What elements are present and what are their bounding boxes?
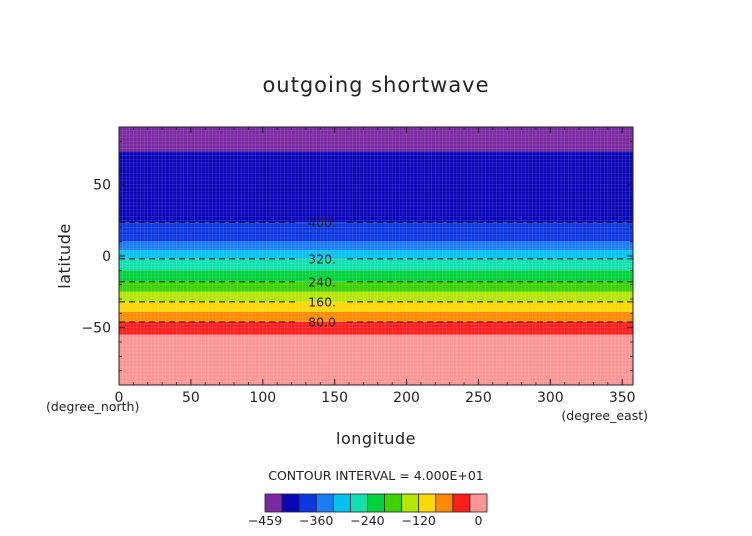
contour-lines: 400. 320. 240. 160. 80.0 bbox=[119, 215, 633, 329]
x-tick-label: 200 bbox=[393, 390, 420, 406]
colorbar-swatch bbox=[315, 493, 334, 513]
contour-label: 240. bbox=[308, 274, 336, 289]
colorbar-tick-label: −459 bbox=[248, 513, 282, 528]
x-tick-label: 100 bbox=[249, 390, 276, 406]
heatmap-band bbox=[119, 334, 633, 385]
colorbar-swatch bbox=[281, 493, 300, 513]
heatmap-band bbox=[119, 250, 633, 259]
colorbar-tick-label: −240 bbox=[350, 513, 384, 528]
colorbar: −459 −360 −240 −120 0 bbox=[248, 493, 488, 528]
x-tick-label: 300 bbox=[537, 390, 564, 406]
colorbar-tick-label: −120 bbox=[402, 513, 436, 528]
colorbar-swatch bbox=[384, 493, 403, 513]
colorbar-swatch bbox=[367, 493, 385, 513]
colorbar-swatch bbox=[298, 493, 317, 513]
colorbar-swatch bbox=[435, 493, 454, 513]
y-tick-label: 50 bbox=[93, 177, 111, 193]
y-tick-label: 0 bbox=[102, 249, 111, 265]
contour-label: 320. bbox=[308, 251, 336, 266]
contour-interval-text: CONTOUR INTERVAL = 4.000E+01 bbox=[268, 468, 484, 483]
contour-label: 80.0 bbox=[308, 314, 336, 329]
colorbar-swatch bbox=[264, 493, 283, 513]
heatmap-band bbox=[119, 151, 633, 223]
x-tick-label: 0 bbox=[115, 390, 124, 406]
chart-title: outgoing shortwave bbox=[262, 73, 489, 97]
y-unit-label: (degree_north) bbox=[46, 399, 139, 414]
x-tick-label: 50 bbox=[182, 390, 200, 406]
y-axis-label: latitude bbox=[55, 223, 74, 288]
heatmap-band bbox=[119, 301, 633, 312]
colorbar-swatch bbox=[418, 493, 437, 513]
heatmap-band bbox=[119, 311, 633, 322]
colorbar-swatch bbox=[469, 493, 488, 513]
colorbar-tick-label: 0 bbox=[474, 513, 482, 528]
heatmap-band bbox=[119, 241, 633, 251]
colorbar-swatch bbox=[452, 493, 471, 513]
colorbar-swatch bbox=[332, 493, 351, 513]
x-tick-label: 150 bbox=[321, 390, 348, 406]
heatmap-band bbox=[119, 270, 633, 282]
x-axis: 0 50 100 150 200 250 300 350 bbox=[115, 127, 636, 406]
x-unit-label: (degree_east) bbox=[561, 408, 648, 423]
y-axis: 50 0 −50 bbox=[81, 140, 633, 372]
colorbar-tick-label: −360 bbox=[299, 513, 333, 528]
x-tick-label: 250 bbox=[465, 390, 492, 406]
x-tick-label: 350 bbox=[609, 390, 636, 406]
colorbar-swatch bbox=[401, 493, 420, 513]
heatmap-band bbox=[119, 127, 633, 152]
contour-label: 160. bbox=[308, 294, 336, 309]
contour-label: 400. bbox=[308, 215, 336, 230]
heatmap-band bbox=[119, 281, 633, 292]
heatmap-band bbox=[119, 321, 633, 335]
plot-area bbox=[119, 127, 633, 385]
plot-grid bbox=[119, 127, 633, 385]
heatmap-band bbox=[119, 222, 633, 242]
x-axis-label: longitude bbox=[336, 429, 416, 448]
heatmap-band bbox=[119, 291, 633, 302]
heatmap-band bbox=[119, 258, 633, 271]
colorbar-swatch bbox=[349, 493, 368, 513]
y-tick-label: −50 bbox=[81, 321, 111, 337]
